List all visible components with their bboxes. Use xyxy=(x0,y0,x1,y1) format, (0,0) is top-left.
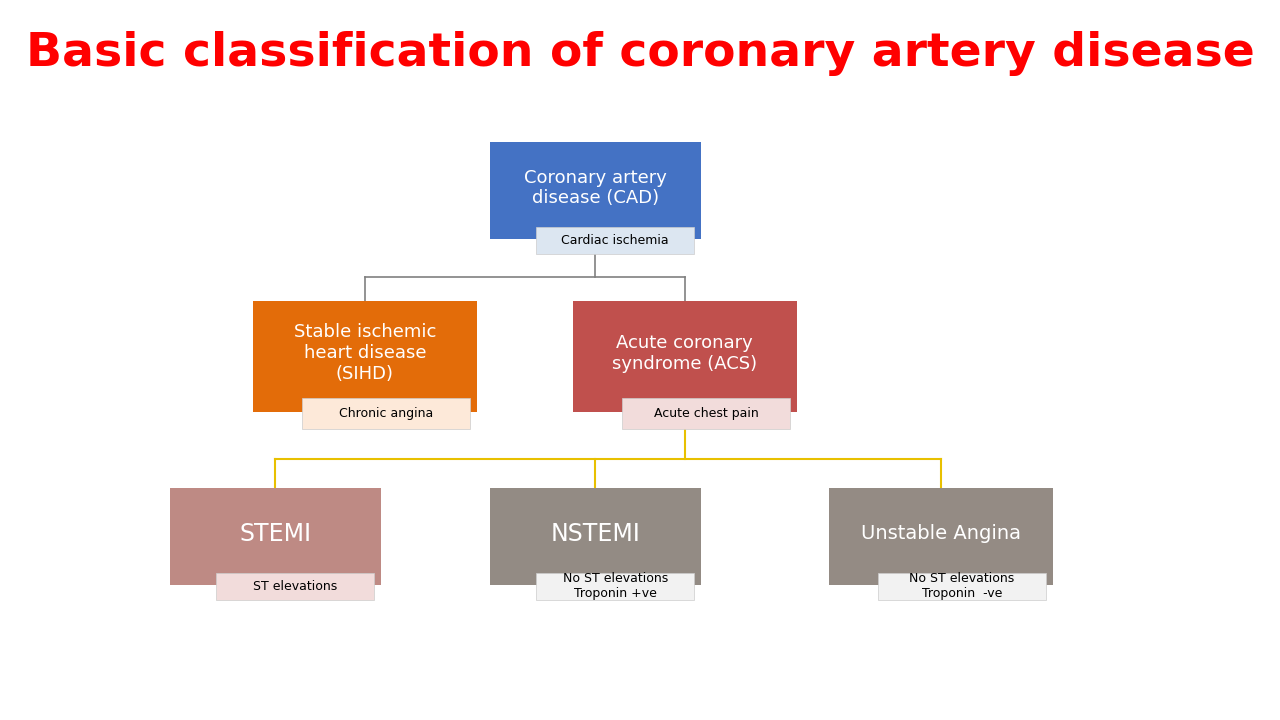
FancyBboxPatch shape xyxy=(536,572,695,600)
FancyBboxPatch shape xyxy=(253,301,476,412)
FancyBboxPatch shape xyxy=(573,301,796,412)
Text: ST elevations: ST elevations xyxy=(253,580,338,593)
FancyBboxPatch shape xyxy=(829,488,1052,585)
FancyBboxPatch shape xyxy=(170,488,381,585)
Text: Stable ischemic
heart disease
(SIHD): Stable ischemic heart disease (SIHD) xyxy=(293,323,436,383)
FancyBboxPatch shape xyxy=(216,572,375,600)
FancyBboxPatch shape xyxy=(622,398,790,429)
FancyBboxPatch shape xyxy=(490,488,701,585)
FancyBboxPatch shape xyxy=(302,398,470,429)
Text: Basic classification of coronary artery disease: Basic classification of coronary artery … xyxy=(26,32,1254,76)
Text: Acute chest pain: Acute chest pain xyxy=(654,408,759,420)
Text: Chronic angina: Chronic angina xyxy=(339,408,433,420)
FancyBboxPatch shape xyxy=(536,227,695,254)
Text: Unstable Angina: Unstable Angina xyxy=(860,524,1021,543)
Text: No ST elevations
Troponin  -ve: No ST elevations Troponin -ve xyxy=(910,572,1015,600)
Text: Coronary artery
disease (CAD): Coronary artery disease (CAD) xyxy=(524,168,667,207)
Text: Cardiac ischemia: Cardiac ischemia xyxy=(562,234,669,247)
FancyBboxPatch shape xyxy=(878,572,1046,600)
Text: No ST elevations
Troponin +ve: No ST elevations Troponin +ve xyxy=(563,572,668,600)
Text: Acute coronary
syndrome (ACS): Acute coronary syndrome (ACS) xyxy=(612,334,758,373)
Text: NSTEMI: NSTEMI xyxy=(550,522,640,546)
Text: STEMI: STEMI xyxy=(239,522,311,546)
FancyBboxPatch shape xyxy=(490,143,701,239)
